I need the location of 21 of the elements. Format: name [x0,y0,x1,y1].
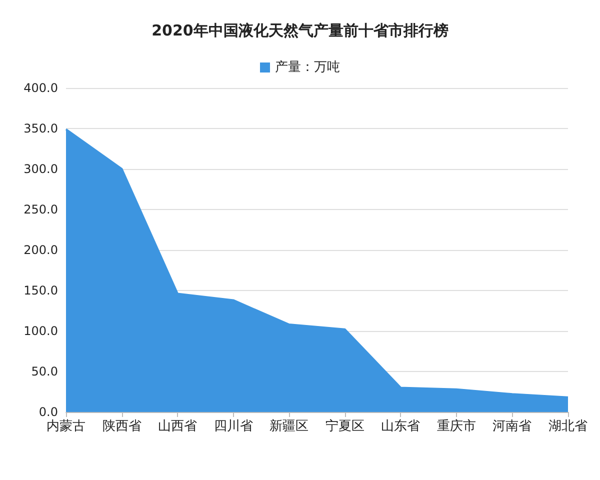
x-tick-label: 山西省 [158,419,198,434]
x-tick-label: 内蒙古 [46,419,86,434]
x-tick-label: 陕西省 [102,419,142,434]
legend-label: 产量：万吨 [275,60,340,75]
y-tick-label: 150.0 [24,284,58,298]
x-tick-label: 山东省 [381,419,420,434]
x-tick-label: 四川省 [214,419,253,434]
chart-title: 2020年中国液化天然气产量前十省市排行榜 [152,22,448,40]
y-tick-label: 0.0 [38,405,58,419]
y-tick-label: 200.0 [24,243,58,257]
y-tick-label: 300.0 [24,162,58,176]
x-tick-label: 湖北省 [548,419,588,434]
y-tick-label: 400.0 [24,81,58,95]
x-tick-label: 新疆区 [270,419,309,434]
x-tick-label: 宁夏区 [325,418,364,434]
y-tick-label: 100.0 [24,324,58,338]
y-tick-label: 50.0 [31,364,58,378]
x-tick-label: 重庆市 [436,419,476,434]
x-tick-label: 河南省 [492,419,532,434]
y-tick-label: 350.0 [24,122,58,136]
y-tick-label: 250.0 [24,202,58,216]
